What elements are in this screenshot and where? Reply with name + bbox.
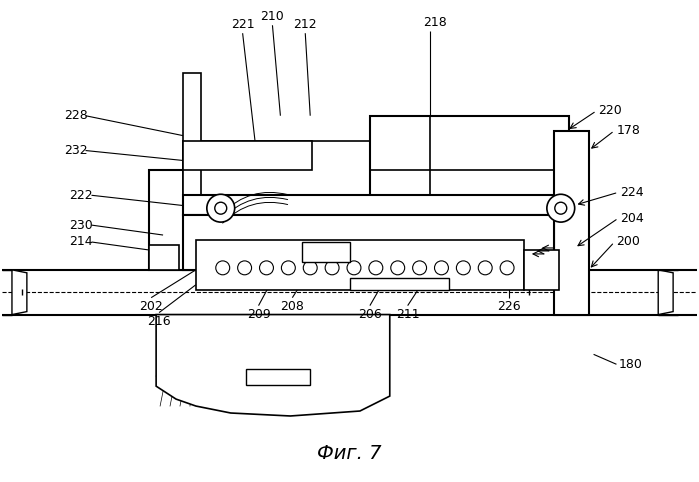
Text: 216: 216: [147, 315, 171, 328]
Text: 178: 178: [617, 124, 640, 137]
Text: 180: 180: [619, 358, 642, 371]
Bar: [149, 171, 318, 270]
Polygon shape: [658, 270, 673, 315]
Bar: [183, 73, 201, 270]
Bar: [149, 245, 179, 270]
Text: 211: 211: [396, 308, 419, 321]
Circle shape: [412, 261, 426, 275]
Circle shape: [456, 261, 470, 275]
Circle shape: [215, 202, 226, 214]
Bar: [524, 250, 559, 290]
Text: 202: 202: [139, 300, 163, 313]
Bar: [245, 369, 310, 385]
Circle shape: [303, 261, 317, 275]
Circle shape: [478, 261, 492, 275]
Circle shape: [547, 194, 575, 222]
Bar: [183, 141, 312, 171]
Text: 206: 206: [358, 308, 382, 321]
Text: 228: 228: [64, 109, 87, 122]
Text: 221: 221: [231, 18, 254, 31]
Polygon shape: [156, 315, 390, 416]
Circle shape: [282, 261, 295, 275]
Text: 226: 226: [497, 300, 521, 313]
Bar: [183, 195, 569, 215]
Text: 208: 208: [280, 300, 304, 313]
Text: 218: 218: [423, 16, 447, 29]
Bar: [196, 240, 524, 290]
Text: 214: 214: [70, 236, 93, 249]
Polygon shape: [12, 270, 27, 315]
Text: 220: 220: [598, 104, 622, 117]
Circle shape: [207, 194, 235, 222]
Text: 222: 222: [70, 189, 93, 202]
Bar: [370, 116, 569, 270]
Text: 224: 224: [621, 186, 644, 199]
Text: 210: 210: [261, 10, 284, 23]
Text: 209: 209: [247, 308, 271, 321]
Text: 230: 230: [70, 219, 94, 231]
Bar: [554, 131, 589, 315]
Circle shape: [555, 202, 567, 214]
Text: 232: 232: [64, 144, 87, 157]
Circle shape: [435, 261, 449, 275]
Bar: [183, 141, 382, 195]
Circle shape: [500, 261, 514, 275]
Bar: [302, 242, 350, 262]
Circle shape: [259, 261, 273, 275]
Circle shape: [391, 261, 405, 275]
Bar: [350, 278, 449, 290]
Circle shape: [216, 261, 230, 275]
Text: 204: 204: [621, 212, 644, 225]
Circle shape: [325, 261, 339, 275]
Circle shape: [347, 261, 361, 275]
Circle shape: [369, 261, 383, 275]
Text: 200: 200: [617, 236, 640, 249]
Bar: [183, 215, 554, 270]
Text: 212: 212: [294, 18, 317, 31]
Circle shape: [238, 261, 252, 275]
Text: Фиг. 7: Фиг. 7: [317, 444, 381, 463]
